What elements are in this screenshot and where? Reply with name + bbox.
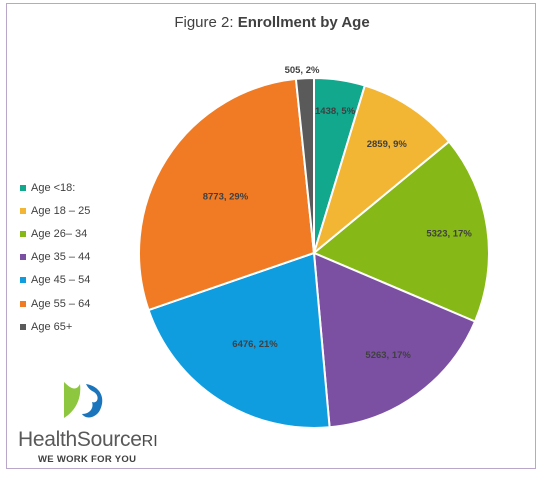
legend-item-4: Age 35 – 44 [20, 246, 90, 269]
data-label-2: 2859, 9% [367, 139, 408, 150]
legend-label: Age 18 – 25 [31, 204, 91, 217]
legend-item-6: Age 55 – 64 [20, 292, 90, 315]
data-label-3: 5323, 17% [426, 228, 472, 239]
legend-swatch [20, 300, 26, 307]
logo-name-suffix: RI [141, 433, 158, 450]
data-label-5: 6476, 21% [232, 339, 278, 350]
pie-slice-3 [312, 140, 490, 323]
pie-slice-5 [147, 251, 331, 429]
legend-item-5: Age 45 – 54 [20, 269, 90, 292]
legend-swatch [20, 230, 26, 237]
legend-label: Age 65+ [31, 320, 73, 333]
pie-slice-2 [312, 84, 451, 256]
logo-name: HealthSource [18, 428, 142, 451]
chart-title: Figure 2: Enrollment by Age [0, 14, 544, 31]
legend-label: Age 26– 34 [31, 227, 88, 240]
legend-swatch [20, 323, 26, 330]
pie-slice-7 [294, 76, 315, 254]
legend-label: Age 35 – 44 [31, 251, 91, 264]
legend-swatch [20, 254, 26, 261]
legend-item-7: Age 65+ [20, 315, 90, 338]
data-label-4: 5263, 17% [365, 350, 411, 361]
legend-label: Age 45 – 54 [31, 274, 91, 287]
legend-item-1: Age <18: [20, 176, 90, 199]
logo-tagline: WE WORK FOR YOU [38, 454, 137, 465]
title-prefix: Figure 2: [174, 14, 238, 31]
data-label-7: 505, 2% [285, 65, 320, 76]
data-label-1: 1438, 5% [315, 106, 356, 117]
pie-slice-6 [138, 77, 316, 312]
legend-label: Age <18: [31, 181, 76, 194]
healthsource-logo: HealthSourceRI WE WORK FOR YOU [18, 378, 168, 468]
title-bold: Enrollment by Age [237, 14, 370, 31]
legend-swatch [20, 277, 26, 284]
legend-swatch [20, 207, 26, 214]
logo-wordmark: HealthSourceRI [18, 428, 158, 452]
legend-swatch [20, 184, 26, 191]
legend: Age <18: Age 18 – 25 Age 26– 34 Age 35 – 44… [20, 176, 90, 338]
pie-slice-4 [312, 251, 477, 429]
legend-item-3: Age 26– 34 [20, 222, 90, 245]
legend-item-2: Age 18 – 25 [20, 199, 90, 222]
logo-mark-icon [64, 382, 103, 418]
data-label-6: 8773, 29% [203, 192, 249, 203]
legend-label: Age 55 – 64 [31, 297, 91, 310]
